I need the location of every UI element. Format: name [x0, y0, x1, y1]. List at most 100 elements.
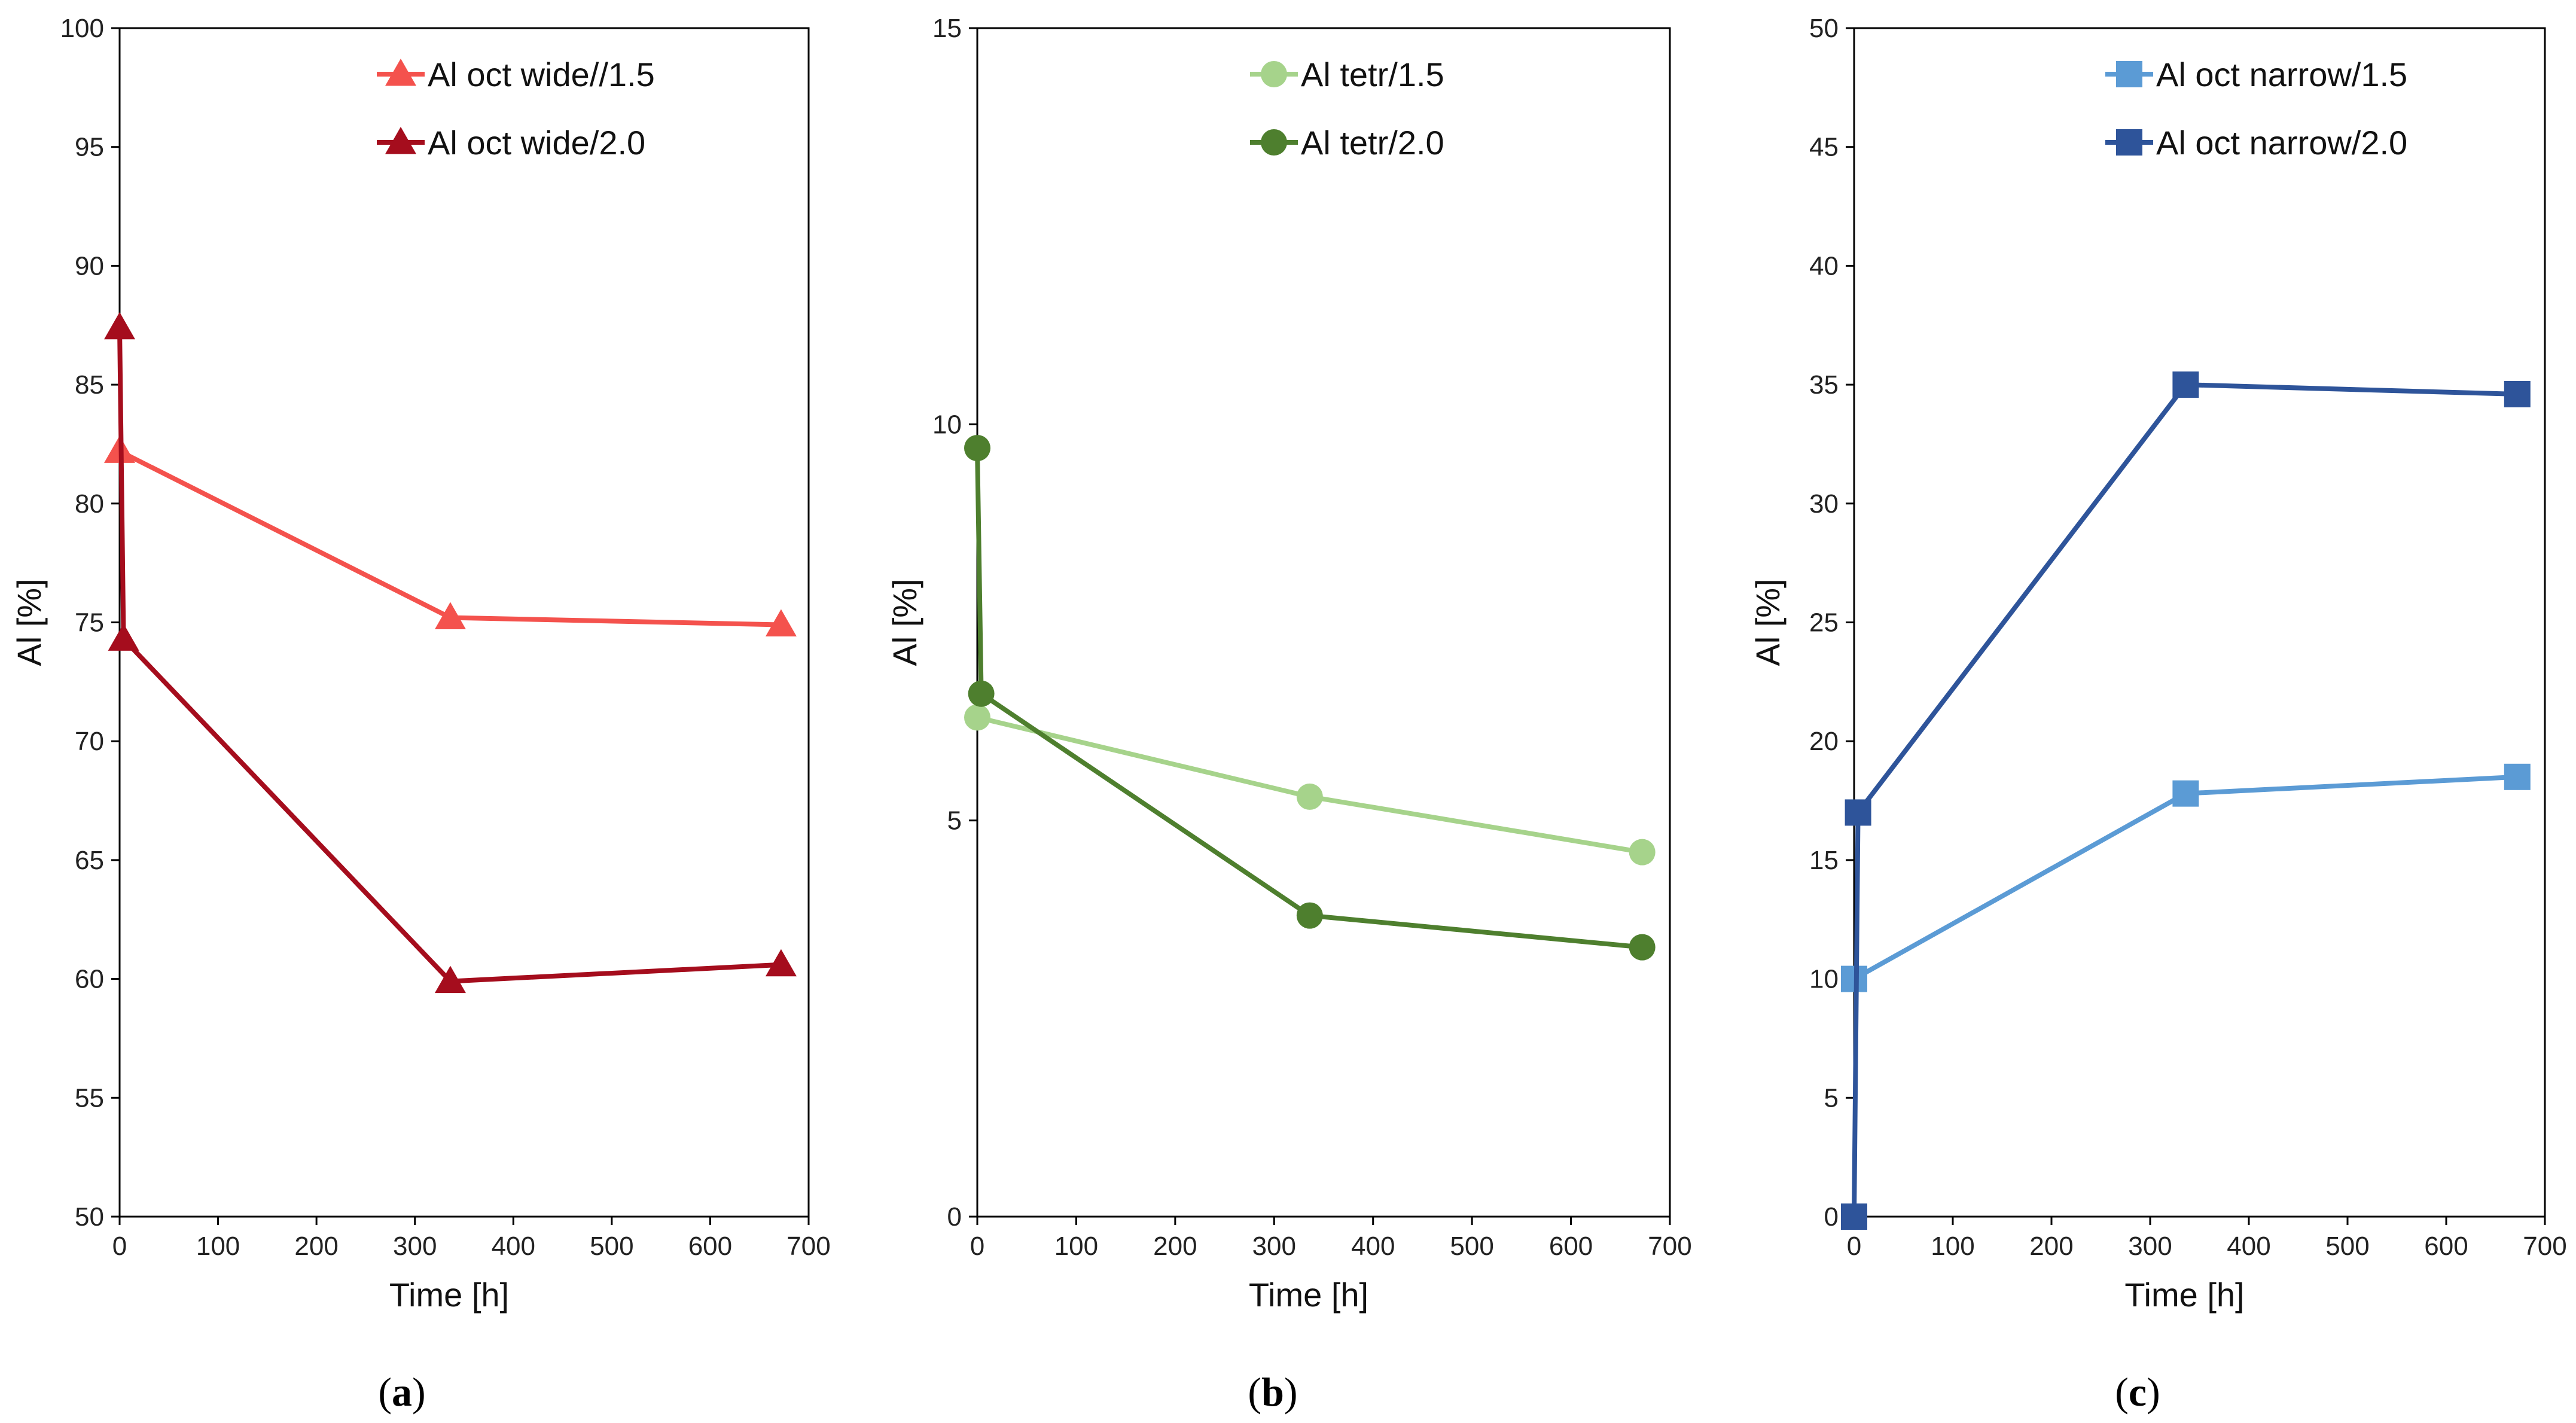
data-point [1296, 783, 1323, 810]
x-tick-label: 600 [1549, 1232, 1593, 1261]
panel-caption-letter: c [2129, 1369, 2147, 1415]
y-tick-label: 35 [1809, 370, 1839, 400]
y-tick-label: 10 [932, 410, 962, 439]
x-tick-label: 600 [688, 1232, 732, 1261]
data-point [2172, 780, 2199, 807]
legend-label: Al oct narrow/1.5 [2156, 56, 2407, 93]
legend-label: Al oct wide/2.0 [428, 124, 645, 162]
y-tick-label: 70 [75, 727, 104, 756]
y-axis-title: Al [%] [10, 578, 48, 666]
x-tick-label: 500 [1450, 1232, 1493, 1261]
y-tick-label: 15 [1809, 846, 1839, 875]
legend: Al oct wide//1.5 Al oct wide/2.0 [377, 56, 655, 162]
data-point [1629, 839, 1656, 866]
series-line [975, 448, 1643, 950]
chart-panel-b: 0 5 10 15 0 100 200 300 400 500 600 700 Time [h] Al [… [886, 14, 1692, 1415]
y-tick-label: 45 [1809, 133, 1839, 162]
legend-marker [385, 127, 416, 154]
x-tick-label: 500 [590, 1232, 633, 1261]
data-point [2504, 763, 2531, 790]
data-point [1841, 1203, 1867, 1230]
x-tick-label: 200 [2029, 1232, 2073, 1261]
data-point [964, 704, 990, 731]
data-point [104, 312, 135, 340]
data-point [765, 609, 797, 636]
data-point [1629, 934, 1656, 961]
x-tick-label: 400 [492, 1232, 535, 1261]
legend-marker [2116, 129, 2142, 156]
x-tick-label: 0 [1847, 1232, 1861, 1261]
x-tick-label: 300 [393, 1232, 437, 1261]
y-axis-title: Al [%] [1749, 578, 1787, 666]
x-axis-title: Time [h] [389, 1276, 509, 1314]
legend-marker [1261, 129, 1287, 156]
data-point [968, 680, 995, 707]
x-axis-title: Time [h] [2124, 1276, 2244, 1314]
series-c-2 [1841, 371, 2531, 1230]
legend-label: Al oct narrow/2.0 [2156, 124, 2407, 162]
x-tick-label: 300 [1252, 1232, 1296, 1261]
series-line [1853, 774, 2518, 982]
y-tick-label: 95 [75, 133, 104, 162]
series-line [117, 327, 782, 984]
y-tick-label: 0 [947, 1202, 962, 1232]
x-tick-label: 600 [2424, 1232, 2468, 1261]
x-tick-label: 100 [1931, 1232, 1974, 1261]
x-tick-label: 400 [1351, 1232, 1395, 1261]
y-tick-label: 20 [1809, 727, 1839, 756]
x-tick-label: 400 [2227, 1232, 2270, 1261]
y-tick-label: 5 [1824, 1083, 1839, 1113]
x-tick-label: 200 [1153, 1232, 1197, 1261]
legend: Al oct narrow/1.5 Al oct narrow/2.0 [2105, 56, 2407, 162]
data-point [1845, 799, 1871, 826]
chart-panel-a: 50 55 60 65 70 75 80 85 90 95 100 0 100 200 300 400 500 6… [10, 14, 831, 1415]
y-tick-label: 55 [75, 1083, 104, 1113]
panel-caption-letter: a [392, 1369, 412, 1415]
data-point [434, 602, 466, 630]
series-a-2 [104, 312, 797, 994]
legend-label: Al oct wide//1.5 [428, 56, 655, 93]
data-point [1296, 902, 1323, 929]
panel-caption: (a) [378, 1369, 425, 1415]
y-tick-label: 0 [1824, 1202, 1839, 1232]
x-tick-label: 700 [1648, 1232, 1691, 1261]
x-tick-label: 200 [294, 1232, 338, 1261]
data-point [2172, 371, 2199, 398]
plot-frame [1853, 27, 2546, 1218]
series-c-1 [1841, 763, 2531, 992]
y-tick-label: 85 [75, 370, 104, 400]
x-tick-label: 100 [1054, 1232, 1098, 1261]
legend-label: Al tetr/2.0 [1301, 124, 1444, 162]
legend-marker [385, 59, 416, 86]
series-line [118, 449, 782, 627]
y-tick-label: 5 [947, 806, 962, 836]
x-tick-label: 300 [2128, 1232, 2172, 1261]
y-tick-label: 50 [75, 1202, 104, 1232]
series-b-1 [964, 704, 1656, 866]
panel-caption: (b) [1248, 1369, 1297, 1415]
y-tick-label: 80 [75, 489, 104, 519]
series-b-2 [964, 435, 1656, 961]
x-tick-label: 0 [112, 1232, 127, 1261]
legend-marker [2116, 61, 2142, 87]
legend-label: Al tetr/1.5 [1301, 56, 1444, 93]
data-point [434, 965, 466, 994]
plot-frame [976, 27, 1671, 1218]
y-tick-label: 30 [1809, 489, 1839, 519]
panel-caption: (c) [2115, 1369, 2160, 1415]
panel-caption-letter: b [1261, 1369, 1284, 1415]
x-tick-label: 700 [2523, 1232, 2566, 1261]
x-tick-label: 100 [196, 1232, 240, 1261]
series-line [1852, 382, 2517, 1217]
y-tick-label: 15 [932, 14, 962, 43]
x-axis-title: Time [h] [1249, 1276, 1368, 1314]
y-tick-label: 65 [75, 846, 104, 875]
y-tick-label: 60 [75, 965, 104, 994]
legend-marker [1261, 61, 1287, 87]
data-point [964, 435, 990, 462]
y-axis-title: Al [%] [886, 578, 923, 666]
y-tick-label: 100 [60, 14, 104, 43]
y-tick-label: 10 [1809, 965, 1839, 994]
